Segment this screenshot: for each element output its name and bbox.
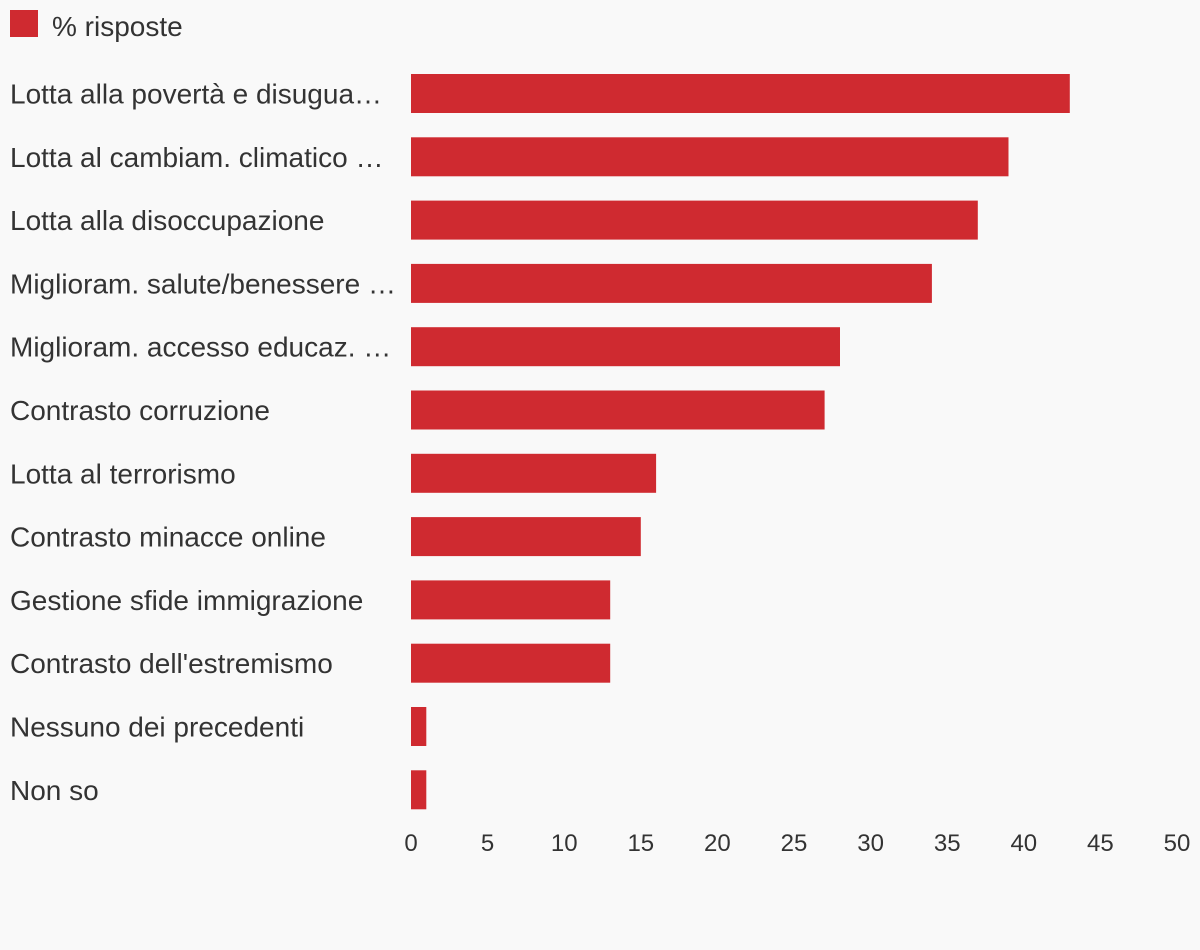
legend-swatch [10, 10, 38, 37]
x-tick-label: 30 [857, 830, 884, 857]
bar [411, 453, 657, 493]
bar [411, 74, 1070, 113]
category-label: Contrasto minacce online [10, 522, 326, 553]
category-label: Lotta alla povertà e disugua… [10, 79, 382, 110]
legend-label: % risposte [52, 11, 183, 42]
category-label: Miglioram. salute/benessere … [10, 268, 396, 299]
x-tick-label: 0 [404, 830, 417, 857]
x-tick-label: 15 [627, 830, 654, 857]
bar [411, 517, 641, 557]
category-label: Gestione sfide immigrazione [10, 585, 363, 616]
bar [411, 390, 825, 430]
bar [411, 200, 978, 240]
x-tick-label: 35 [934, 830, 961, 857]
x-tick-label: 20 [704, 830, 731, 857]
bar [411, 327, 840, 367]
x-tick-label: 10 [551, 830, 578, 857]
x-tick-label: 25 [781, 830, 808, 857]
category-labels: Lotta alla povertà e disugua… Lotta al ca… [10, 79, 396, 806]
bar [411, 643, 611, 683]
bar [411, 137, 1009, 177]
bar [411, 707, 427, 746]
category-label: Contrasto dell'estremismo [10, 648, 333, 679]
category-label: Lotta al cambiam. climatico … [10, 142, 383, 173]
x-tick-label: 45 [1087, 830, 1114, 857]
category-label: Nessuno dei precedenti [10, 712, 304, 743]
category-label: Contrasto corruzione [10, 395, 270, 426]
bar [411, 263, 932, 303]
x-tick-label: 50 [1164, 830, 1191, 857]
bar [411, 580, 611, 620]
x-tick-label: 40 [1010, 830, 1037, 857]
legend: % risposte [10, 10, 183, 42]
bar [411, 770, 427, 810]
category-label: Non so [10, 775, 99, 806]
bars-layer [411, 74, 1070, 810]
category-label: Miglioram. accesso educaz. … [10, 332, 391, 363]
x-axis: 0 5 10 15 20 25 30 35 40 45 50 [404, 830, 1190, 857]
category-label: Lotta al terrorismo [10, 458, 236, 489]
x-tick-label: 5 [481, 830, 494, 857]
category-label: Lotta alla disoccupazione [10, 205, 324, 236]
